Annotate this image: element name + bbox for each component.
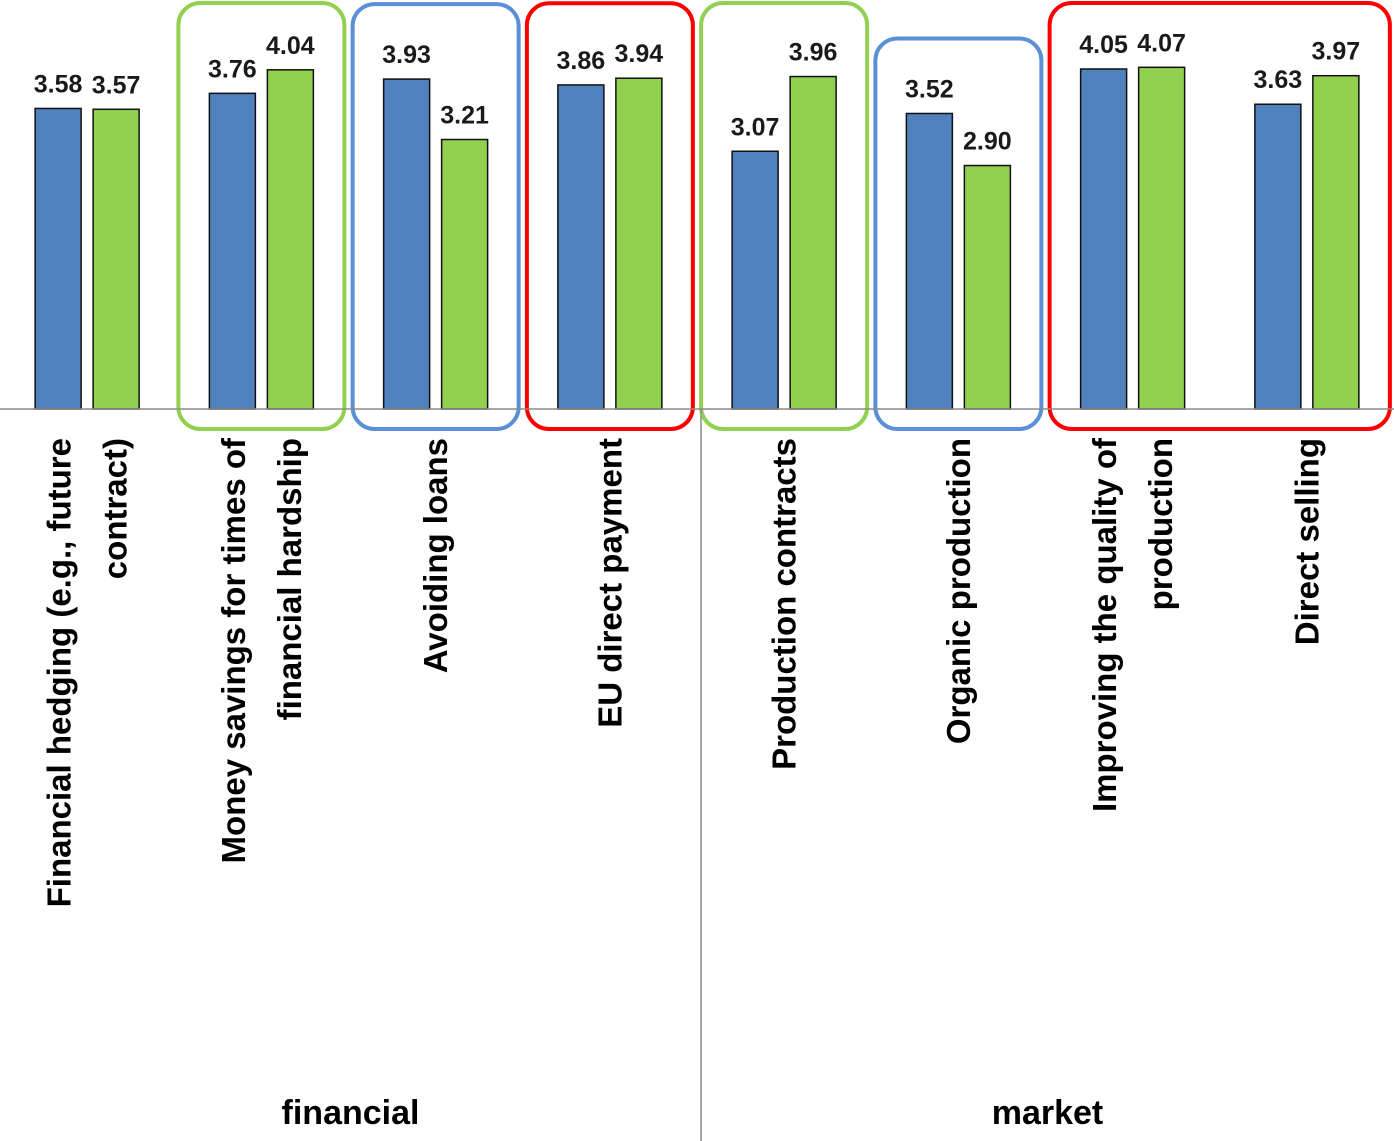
value-label-s1-c6: 4.07 xyxy=(1137,29,1186,57)
category-label-3-line-0: EU direct payment xyxy=(591,438,628,728)
bar-s0-c5 xyxy=(905,112,954,410)
group-label-market: market xyxy=(992,1094,1104,1132)
bar-s0-c2 xyxy=(382,78,431,410)
value-label-s1-c5: 2.90 xyxy=(963,128,1012,156)
bar-s1-c1 xyxy=(266,69,315,410)
value-label-s0-c4: 3.07 xyxy=(731,113,780,141)
bar-s1-c5 xyxy=(963,164,1012,410)
bar-s0-c4 xyxy=(731,150,779,410)
bar-s0-c6 xyxy=(1079,68,1128,410)
category-label-4-line-0: Production contracts xyxy=(766,438,803,770)
category-label-6-line-1: production xyxy=(1142,438,1179,610)
label-layer: 3.58 3.76 3.93 3.86 3.07 3.52 4.05 3.63 3.57 4.04… xyxy=(34,29,1360,1132)
category-label-0-line-1: contract) xyxy=(97,438,134,579)
highlight-box-0 xyxy=(176,1,347,431)
bar-s1-c3 xyxy=(615,77,663,410)
category-label-6-line-0: Improving the quality of xyxy=(1086,437,1123,812)
bar-s1-c7 xyxy=(1312,74,1360,410)
bar-s1-c0 xyxy=(92,108,140,410)
value-label-s0-c6: 4.05 xyxy=(1079,31,1128,59)
value-label-s1-c0: 3.57 xyxy=(92,71,141,99)
value-label-s0-c1: 3.76 xyxy=(208,55,257,83)
value-label-s1-c7: 3.97 xyxy=(1312,38,1361,66)
value-label-s1-c4: 3.96 xyxy=(789,39,838,67)
category-label-1-line-0: Money savings for times of xyxy=(215,437,252,863)
bar-s0-c1 xyxy=(208,92,257,410)
value-label-s1-c1: 4.04 xyxy=(266,32,315,60)
category-label-0-line-0: Financial hedging (e.g., future xyxy=(41,438,78,907)
bar-s0-c3 xyxy=(557,84,605,410)
bar-s0-c7 xyxy=(1254,103,1302,410)
bar-s1-c6 xyxy=(1137,66,1186,410)
category-label-1-line-1: financial hardship xyxy=(271,438,308,720)
value-label-s0-c5: 3.52 xyxy=(905,75,954,103)
bar-s1-c4 xyxy=(789,75,837,410)
highlight-box-5 xyxy=(1047,1,1392,431)
value-label-s0-c0: 3.58 xyxy=(34,70,83,98)
highlight-box-1 xyxy=(350,2,521,431)
value-label-s1-c2: 3.21 xyxy=(440,102,489,130)
highlight-box-4 xyxy=(873,36,1044,431)
bar-s1-c2 xyxy=(440,138,489,410)
value-label-s0-c2: 3.93 xyxy=(382,41,431,69)
value-label-s0-c7: 3.63 xyxy=(1254,66,1303,94)
bar-s0-c0 xyxy=(34,107,82,410)
highlight-box-2 xyxy=(524,1,695,431)
category-label-7-line-0: Direct selling xyxy=(1288,438,1325,645)
bar-layer xyxy=(34,66,1360,410)
category-label-2-line-0: Avoiding loans xyxy=(417,438,454,673)
category-label-5-line-0: Organic production xyxy=(940,438,977,744)
value-label-s1-c3: 3.94 xyxy=(615,40,664,68)
highlight-layer xyxy=(176,1,1392,431)
axis-layer xyxy=(0,408,1394,1141)
highlight-box-3 xyxy=(699,1,870,431)
group-label-financial: financial xyxy=(282,1094,420,1132)
value-label-s0-c3: 3.86 xyxy=(557,47,606,75)
